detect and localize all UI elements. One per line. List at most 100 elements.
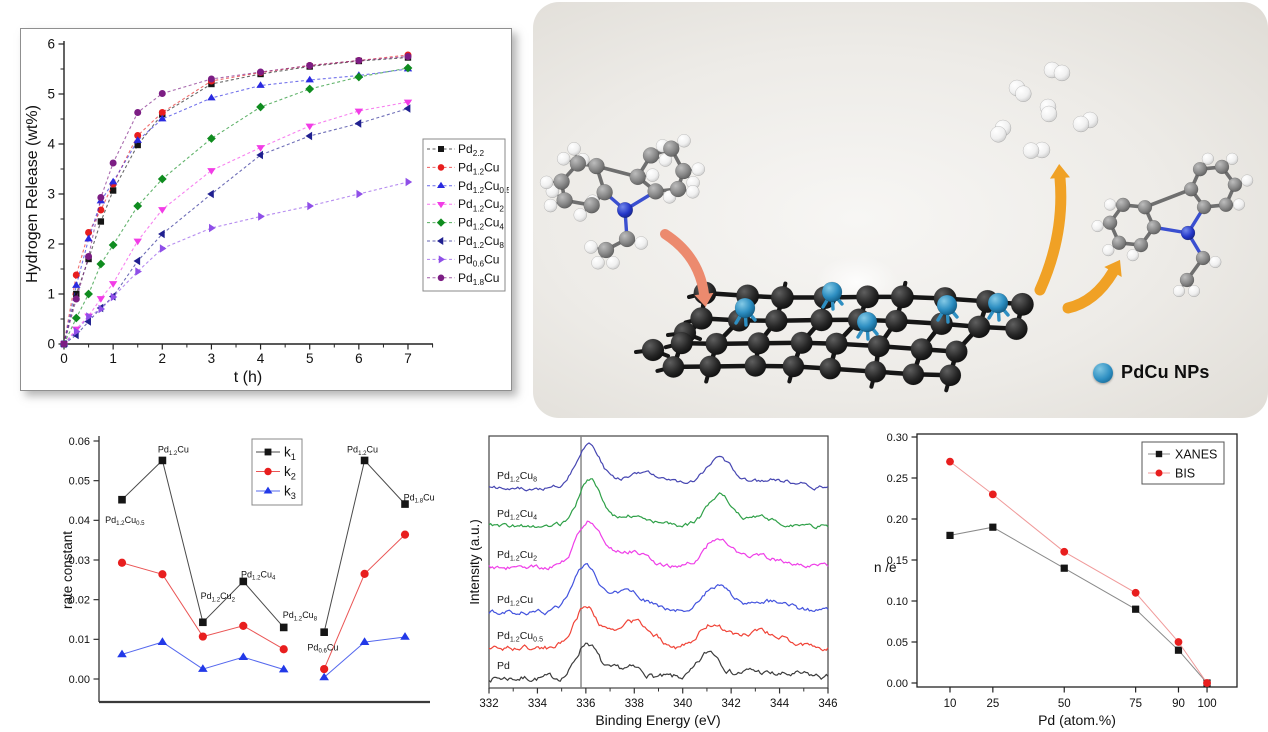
- legend: Pd2.2 Pd1.2Cu Pd1.2Cu0.5 Pd1.2Cu2 Pd1.2Cu4 Pd…: [422, 138, 511, 292]
- svg-text:0.20: 0.20: [887, 514, 908, 526]
- svg-text:332: 332: [479, 698, 498, 710]
- svg-text:Pd: Pd: [497, 660, 510, 672]
- series-k3: [117, 632, 410, 681]
- svg-text:0.02: 0.02: [69, 594, 90, 606]
- pdcu-nanoparticles: [734, 281, 1010, 341]
- svg-text:Pd1.2Cu8: Pd1.2Cu8: [283, 610, 318, 622]
- svg-text:k3: k3: [284, 484, 296, 502]
- svg-text:0.00: 0.00: [69, 674, 90, 686]
- svg-text:0: 0: [47, 337, 55, 352]
- svg-text:3: 3: [47, 187, 55, 202]
- svg-text:0.05: 0.05: [887, 637, 908, 649]
- series-Pd12Cu: [60, 51, 412, 348]
- axes: 10 25 50 75 90 100 0.00 0.05 0.10 0.15 0.20 0.25 0.3…: [874, 432, 1238, 728]
- svg-text:n /e: n /e: [874, 560, 897, 575]
- svg-text:7: 7: [404, 351, 412, 366]
- svg-text:340: 340: [673, 698, 692, 710]
- h2-molecules: [990, 61, 1099, 159]
- svg-text:BIS: BIS: [1175, 467, 1195, 481]
- series-Pd12Cu2: [59, 99, 413, 349]
- series-Pd12Cu4: [59, 63, 413, 349]
- series-Pd12Cu05: [59, 64, 413, 347]
- svg-text:3: 3: [208, 351, 216, 366]
- pdcu-nps-label: PdCu NPs: [1121, 362, 1210, 382]
- svg-text:0.04: 0.04: [69, 515, 90, 527]
- spectrum-Pd12Cu8: Pd1.2Cu8: [488, 442, 829, 492]
- reactant-arrow: [660, 229, 714, 307]
- svg-text:0.10: 0.10: [887, 596, 908, 608]
- pdcu-nps-legend: PdCu NPs: [1093, 362, 1210, 383]
- series-Pd22: [60, 54, 412, 348]
- xps-spectra-chart: 332 334 336 338 340 342 344 346 Binding Energy (…: [470, 435, 838, 728]
- rate-constant-chart: 0.00 0.01 0.02 0.03 0.04 0.05 0.06 rate constan…: [60, 436, 435, 704]
- svg-text:0: 0: [60, 351, 68, 366]
- spectrum-Pd12Cu: Pd1.2Cu: [488, 563, 829, 616]
- svg-text:338: 338: [625, 698, 644, 710]
- svg-text:Binding Energy (eV): Binding Energy (eV): [595, 712, 720, 728]
- spectrum-Pd12Cu2: Pd1.2Cu2: [488, 520, 829, 571]
- series-XANES: [946, 523, 1211, 687]
- svg-text:0.01: 0.01: [69, 634, 90, 646]
- svg-text:2: 2: [47, 237, 55, 252]
- svg-text:Pd1.8Cu: Pd1.8Cu: [458, 271, 499, 287]
- svg-text:k2: k2: [284, 464, 296, 482]
- axes: 332 334 336 338 340 342 344 346 Binding Energy (…: [470, 435, 838, 728]
- svg-text:1: 1: [109, 351, 117, 366]
- svg-text:0.05: 0.05: [69, 475, 90, 487]
- svg-text:5: 5: [47, 87, 55, 102]
- svg-text:2: 2: [159, 351, 167, 366]
- svg-text:0.30: 0.30: [887, 432, 908, 444]
- series-BIS: [946, 457, 1211, 687]
- svg-text:t (h): t (h): [234, 369, 262, 386]
- product-molecule-n-ethylcarbazole: [1091, 152, 1254, 298]
- pdcu-nanoparticle-icon: [1093, 362, 1113, 383]
- svg-text:25: 25: [986, 698, 999, 710]
- spectrum-Pd12Cu4: Pd1.2Cu4: [488, 478, 829, 530]
- svg-text:344: 344: [770, 698, 790, 710]
- svg-text:6: 6: [47, 37, 55, 52]
- reaction-scheme-illustration: [539, 61, 1254, 393]
- svg-text:Pd0.6Cu: Pd0.6Cu: [307, 642, 338, 654]
- svg-text:0.00: 0.00: [887, 678, 908, 690]
- svg-text:Pd1.2Cu8: Pd1.2Cu8: [458, 234, 504, 250]
- svg-text:50: 50: [1058, 698, 1071, 710]
- svg-text:4: 4: [47, 137, 55, 152]
- svg-text:90: 90: [1172, 698, 1185, 710]
- spectrum-Pd12Cu05: Pd1.2Cu0.5: [488, 606, 829, 652]
- svg-text:6: 6: [355, 351, 363, 366]
- svg-text:Pd1.2Cu: Pd1.2Cu: [497, 594, 533, 608]
- svg-text:4: 4: [257, 351, 265, 366]
- series-k2: [117, 530, 410, 674]
- spectrum-Pd: Pd: [488, 642, 829, 683]
- h2-release-arrow: [1034, 164, 1070, 296]
- svg-text:Pd0.6Cu: Pd0.6Cu: [458, 252, 499, 268]
- svg-text:336: 336: [576, 698, 595, 710]
- svg-text:Pd1.2Cu8: Pd1.2Cu8: [497, 470, 537, 484]
- svg-text:Pd1.2Cu4: Pd1.2Cu4: [241, 569, 276, 581]
- point-annotations: Pd1.2Cu0.5 Pd1.2Cu Pd1.2Cu2 Pd1.2Cu4 Pd1.2Cu…: [105, 445, 435, 655]
- svg-text:Pd1.8Cu: Pd1.8Cu: [404, 492, 435, 504]
- series-k1: [118, 456, 409, 636]
- svg-text:Pd2.2: Pd2.2: [458, 142, 485, 158]
- svg-text:Pd1.2Cu: Pd1.2Cu: [347, 445, 378, 457]
- svg-text:0.03: 0.03: [69, 555, 90, 567]
- svg-text:Pd (atom.%): Pd (atom.%): [1038, 712, 1116, 728]
- series-Pd12Cu8: [59, 104, 411, 349]
- svg-text:XANES: XANES: [1175, 448, 1217, 462]
- series-Pd06Cu: [61, 177, 413, 349]
- hydrogen-release-panel: 0 1 2 3 4 5 6 7 0 1 2 3 4 5 6 t (h) Hydrogen Release (wt…: [20, 28, 512, 391]
- hydrogen-release-chart: 0 1 2 3 4 5 6 7 0 1 2 3 4 5 6 t (h) Hydrogen Release (wt…: [24, 37, 511, 387]
- svg-text:75: 75: [1129, 698, 1142, 710]
- svg-text:Pd1.2Cu: Pd1.2Cu: [458, 160, 499, 176]
- axes: 0.00 0.01 0.02 0.03 0.04 0.05 0.06 rate constan…: [60, 436, 430, 704]
- reaction-scheme-panel: PdCu NPs: [533, 2, 1268, 418]
- svg-text:100: 100: [1197, 698, 1216, 710]
- n-over-e-chart: 10 25 50 75 90 100 0.00 0.05 0.10 0.15 0.20 0.25 0.3…: [874, 432, 1238, 728]
- reactant-molecule-dodecahydro-n-ethylcarbazole: [539, 134, 705, 270]
- svg-text:Pd1.2Cu2: Pd1.2Cu2: [201, 591, 236, 603]
- svg-text:k1: k1: [284, 445, 296, 463]
- axes: 0 1 2 3 4 5 6 7 0 1 2 3 4 5 6 t (h) Hydrogen Release (wt…: [24, 37, 434, 386]
- svg-text:0.06: 0.06: [69, 436, 90, 448]
- svg-text:Pd1.2Cu0.5: Pd1.2Cu0.5: [105, 515, 145, 527]
- svg-text:346: 346: [818, 698, 837, 710]
